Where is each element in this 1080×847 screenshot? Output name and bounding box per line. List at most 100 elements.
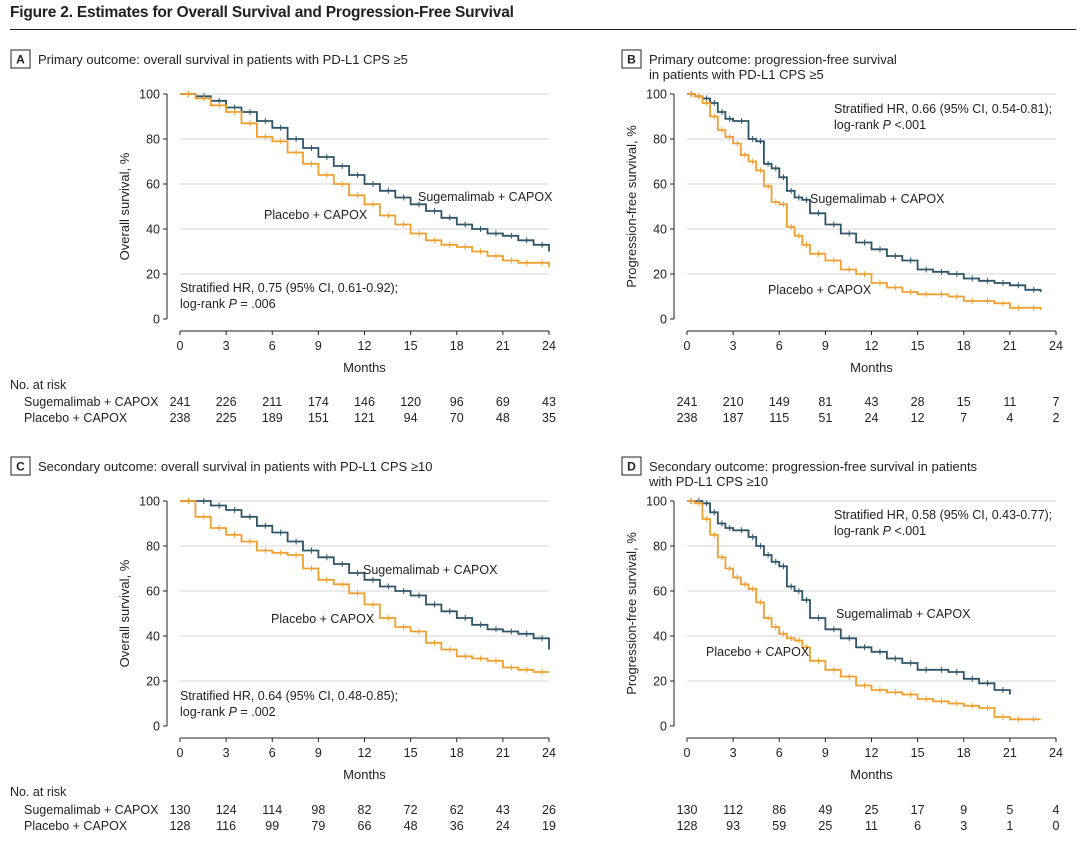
risk-value: 12 bbox=[911, 411, 925, 425]
risk-value: 3 bbox=[960, 819, 967, 833]
placebo-label: Placebo + CAPOX bbox=[264, 208, 368, 222]
placebo-curve bbox=[687, 93, 1042, 310]
y-axis-label: Progression-free survival, % bbox=[624, 125, 639, 288]
risk-value: 146 bbox=[354, 395, 375, 409]
y-tick-label: 60 bbox=[653, 585, 667, 599]
x-axis-label: Months bbox=[343, 767, 386, 782]
y-tick-label: 0 bbox=[660, 720, 667, 734]
panel-label: B bbox=[627, 53, 636, 67]
risk-value: 4 bbox=[1006, 411, 1013, 425]
risk-value: 1 bbox=[1006, 819, 1013, 833]
y-tick-label: 0 bbox=[153, 313, 160, 327]
y-axis-label: Overall survival, % bbox=[117, 152, 132, 260]
y-tick-label: 0 bbox=[153, 720, 160, 734]
placebo-label: Placebo + CAPOX bbox=[706, 645, 810, 659]
placebo-curve bbox=[687, 500, 1041, 721]
panel-title: in patients with PD-L1 CPS ≥5 bbox=[649, 67, 824, 82]
risk-value: 149 bbox=[769, 395, 790, 409]
risk-value: 5 bbox=[1006, 803, 1013, 817]
risk-value: 66 bbox=[358, 819, 372, 833]
hr-annotation: Stratified HR, 0.75 (95% CI, 0.61-0.92); bbox=[180, 281, 398, 295]
risk-value: 79 bbox=[311, 819, 325, 833]
hr-annotation: Stratified HR, 0.64 (95% CI, 0.48-0.85); bbox=[180, 689, 398, 703]
risk-value: 115 bbox=[769, 411, 789, 425]
risk-value: 82 bbox=[358, 803, 372, 817]
risk-value: 19 bbox=[542, 819, 556, 833]
risk-value: 130 bbox=[677, 803, 698, 817]
y-tick-label: 60 bbox=[653, 178, 667, 192]
risk-value: 11 bbox=[865, 819, 878, 833]
risk-value: 17 bbox=[911, 803, 925, 817]
y-tick-label: 60 bbox=[146, 178, 160, 192]
risk-value: 48 bbox=[404, 819, 418, 833]
y-tick-label: 80 bbox=[146, 133, 160, 147]
panel-title: Primary outcome: progression-free surviv… bbox=[649, 52, 897, 67]
x-tick-label: 21 bbox=[496, 746, 510, 760]
risk-row-label: Placebo + CAPOX bbox=[24, 819, 128, 833]
figure-title: Figure 2. Estimates for Overall Survival… bbox=[10, 4, 514, 21]
y-tick-label: 40 bbox=[653, 223, 667, 237]
x-tick-label: 0 bbox=[177, 746, 184, 760]
risk-value: 69 bbox=[496, 395, 510, 409]
x-tick-label: 3 bbox=[223, 339, 230, 353]
x-tick-label: 21 bbox=[1003, 746, 1017, 760]
y-tick-label: 60 bbox=[146, 585, 160, 599]
x-axis-label: Months bbox=[850, 360, 893, 375]
y-tick-label: 80 bbox=[653, 133, 667, 147]
risk-value: 4 bbox=[1053, 803, 1060, 817]
y-tick-label: 20 bbox=[146, 675, 160, 689]
x-tick-label: 24 bbox=[542, 339, 556, 353]
risk-value: 70 bbox=[450, 411, 464, 425]
x-tick-label: 9 bbox=[822, 746, 829, 760]
y-tick-label: 40 bbox=[146, 630, 160, 644]
x-tick-label: 12 bbox=[865, 339, 879, 353]
panel-title: Secondary outcome: progression-free surv… bbox=[649, 459, 978, 474]
risk-value: 238 bbox=[170, 411, 191, 425]
x-tick-label: 9 bbox=[315, 746, 322, 760]
risk-value: 120 bbox=[400, 395, 421, 409]
x-tick-label: 3 bbox=[223, 746, 230, 760]
x-tick-label: 21 bbox=[496, 339, 510, 353]
risk-value: 187 bbox=[723, 411, 744, 425]
risk-value: 241 bbox=[170, 395, 191, 409]
x-tick-label: 6 bbox=[776, 746, 783, 760]
y-tick-label: 100 bbox=[139, 88, 160, 102]
x-tick-label: 24 bbox=[1049, 746, 1063, 760]
y-axis-label: Overall survival, % bbox=[117, 559, 132, 667]
sugemalimab-curve bbox=[687, 500, 1011, 695]
risk-value: 2 bbox=[1053, 411, 1060, 425]
risk-row-label: Placebo + CAPOX bbox=[24, 411, 128, 425]
x-tick-label: 6 bbox=[269, 746, 276, 760]
y-tick-label: 100 bbox=[646, 495, 667, 509]
risk-value: 128 bbox=[170, 819, 191, 833]
x-tick-label: 6 bbox=[776, 339, 783, 353]
x-tick-label: 24 bbox=[1049, 339, 1063, 353]
sugemalimab-curve bbox=[687, 93, 1042, 292]
risk-table-header: No. at risk bbox=[10, 785, 67, 799]
risk-value: 48 bbox=[496, 411, 510, 425]
risk-value: 43 bbox=[542, 395, 556, 409]
risk-row-label: Sugemalimab + CAPOX bbox=[24, 395, 159, 409]
risk-value: 99 bbox=[265, 819, 279, 833]
risk-value: 121 bbox=[354, 411, 375, 425]
sugemalimab-label: Sugemalimab + CAPOX bbox=[836, 607, 971, 621]
risk-value: 114 bbox=[262, 803, 282, 817]
hr-annotation: log-rank P = .006 bbox=[180, 297, 276, 311]
y-tick-label: 40 bbox=[653, 630, 667, 644]
y-axis-label: Progression-free survival, % bbox=[624, 532, 639, 695]
panel-a: A Primary outcome: overall survival in pa… bbox=[10, 49, 556, 425]
hr-annotation: log-rank P = .002 bbox=[180, 705, 276, 719]
y-tick-label: 80 bbox=[146, 540, 160, 554]
panel-c: C Secondary outcome: overall survival in … bbox=[10, 456, 556, 833]
x-axis-label: Months bbox=[850, 767, 893, 782]
panel-label-box bbox=[10, 49, 31, 69]
risk-value: 225 bbox=[216, 411, 237, 425]
sugemalimab-label: Sugemalimab + CAPOX bbox=[363, 563, 498, 577]
sugemalimab-curve bbox=[180, 500, 550, 650]
x-tick-label: 9 bbox=[315, 339, 322, 353]
y-tick-label: 100 bbox=[646, 88, 667, 102]
panel-label: C bbox=[16, 460, 25, 474]
sugemalimab-label: Sugemalimab + CAPOX bbox=[810, 192, 945, 206]
x-tick-label: 15 bbox=[911, 339, 925, 353]
risk-value: 151 bbox=[308, 411, 329, 425]
